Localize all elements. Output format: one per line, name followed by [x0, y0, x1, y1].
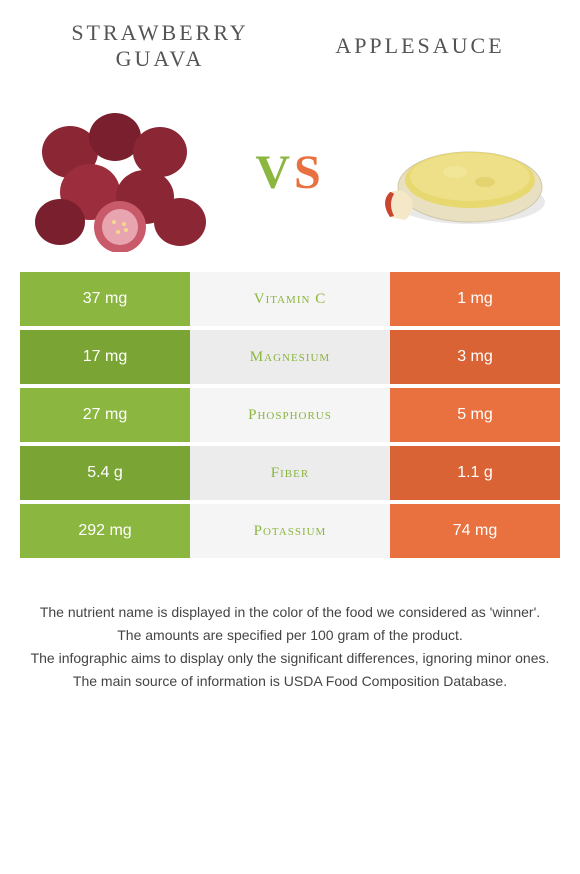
nutrient-table: 37 mgVitamin C1 mg17 mgMagnesium3 mg27 m…: [0, 272, 580, 558]
nutrient-right-value: 1.1 g: [390, 446, 560, 500]
footer-line3: The infographic aims to display only the…: [20, 648, 560, 669]
vs-s: S: [294, 146, 325, 199]
nutrient-left-value: 37 mg: [20, 272, 190, 326]
footer-line4: The main source of information is USDA F…: [20, 671, 560, 692]
header: STRAWBERRY GUAVA APPLESAUCE: [0, 0, 580, 82]
vs-label: VS: [255, 145, 324, 200]
nutrient-left-value: 27 mg: [20, 388, 190, 442]
nutrient-name: Phosphorus: [190, 388, 390, 442]
left-title-line1: STRAWBERRY: [30, 20, 290, 46]
nutrient-left-value: 292 mg: [20, 504, 190, 558]
left-food-image: [20, 92, 220, 252]
vs-v: V: [255, 146, 294, 199]
right-title: APPLESAUCE: [290, 33, 550, 59]
nutrient-right-value: 1 mg: [390, 272, 560, 326]
nutrient-row: 5.4 gFiber1.1 g: [20, 446, 560, 500]
nutrient-right-value: 74 mg: [390, 504, 560, 558]
footer-line1: The nutrient name is displayed in the co…: [20, 602, 560, 623]
nutrient-name: Magnesium: [190, 330, 390, 384]
footer-line2: The amounts are specified per 100 gram o…: [20, 625, 560, 646]
nutrient-name: Potassium: [190, 504, 390, 558]
nutrient-left-value: 17 mg: [20, 330, 190, 384]
nutrient-row: 17 mgMagnesium3 mg: [20, 330, 560, 384]
left-title-line2: GUAVA: [30, 46, 290, 72]
nutrient-name: Fiber: [190, 446, 390, 500]
nutrient-name: Vitamin C: [190, 272, 390, 326]
nutrient-row: 37 mgVitamin C1 mg: [20, 272, 560, 326]
left-food-title: STRAWBERRY GUAVA: [30, 20, 290, 72]
nutrient-right-value: 3 mg: [390, 330, 560, 384]
right-food-image: [360, 92, 560, 252]
nutrient-row: 27 mgPhosphorus5 mg: [20, 388, 560, 442]
images-row: VS: [0, 82, 580, 272]
nutrient-right-value: 5 mg: [390, 388, 560, 442]
nutrient-left-value: 5.4 g: [20, 446, 190, 500]
nutrient-row: 292 mgPotassium74 mg: [20, 504, 560, 558]
footer-notes: The nutrient name is displayed in the co…: [0, 562, 580, 714]
right-food-title: APPLESAUCE: [290, 33, 550, 59]
